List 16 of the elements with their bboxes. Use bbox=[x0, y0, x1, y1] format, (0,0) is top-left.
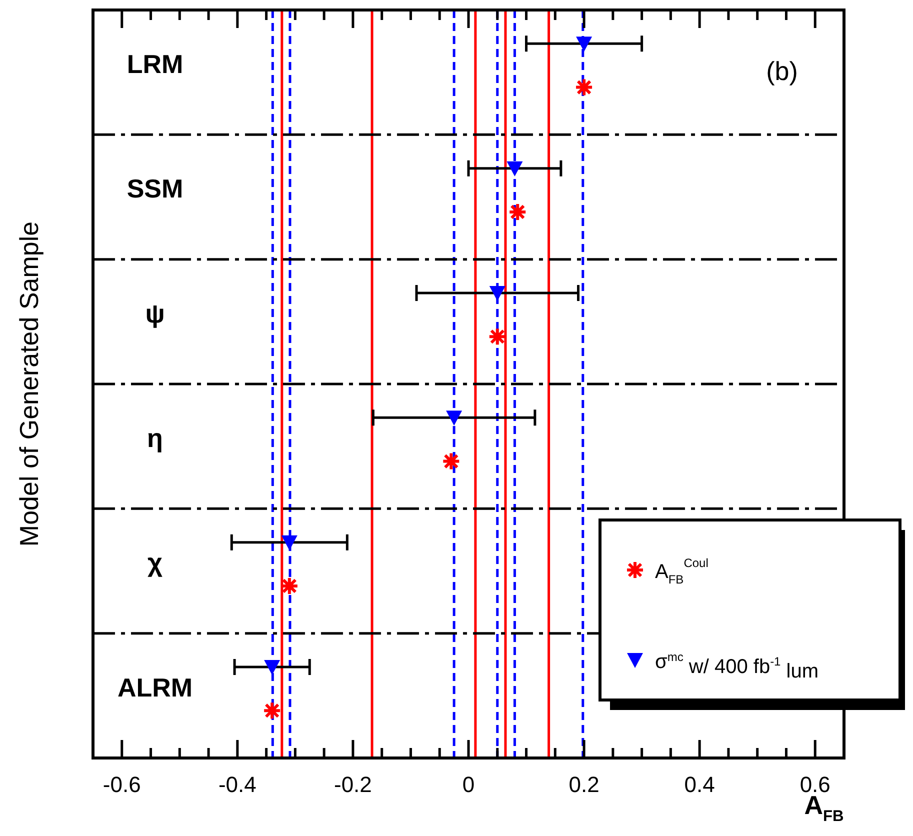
y-tick-label: LRM bbox=[126, 48, 184, 79]
x-tick-label: 0 bbox=[462, 772, 475, 797]
legend-label: σ$^{mc}$ w/ 400 fb$^{-1}$ lum bbox=[655, 650, 819, 683]
x-tick-label: 0.6 bbox=[800, 772, 830, 797]
x-tick-label: -0.6 bbox=[102, 772, 141, 797]
x-tick-label: 0.2 bbox=[568, 772, 600, 797]
x-tick-label: -0.4 bbox=[218, 772, 256, 797]
x-tick-label: -0.2 bbox=[334, 772, 372, 797]
y-tick-label: η bbox=[147, 422, 163, 453]
x-tick-label: 0.4 bbox=[684, 772, 715, 797]
annotation: (b) bbox=[766, 56, 798, 86]
y-axis-title: Model of Generated Sample bbox=[14, 221, 44, 547]
y-tick-label: χ bbox=[148, 548, 163, 578]
y-tick-label: ALRM bbox=[117, 672, 193, 702]
y-tick-label: SSM bbox=[126, 174, 184, 204]
y-tick-label: ψ bbox=[145, 298, 165, 328]
